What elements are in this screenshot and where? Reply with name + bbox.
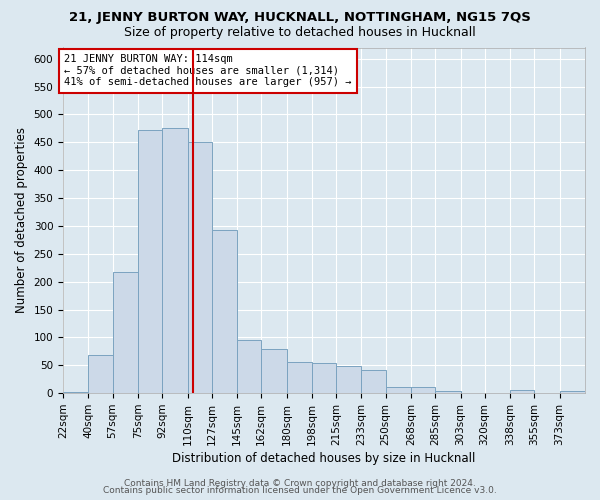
Bar bbox=[63, 392, 88, 393]
Bar bbox=[188, 142, 212, 393]
Bar bbox=[560, 391, 585, 393]
Bar bbox=[212, 230, 237, 393]
Bar bbox=[510, 390, 534, 393]
Bar bbox=[88, 356, 113, 393]
Bar bbox=[162, 128, 188, 393]
Bar bbox=[386, 387, 411, 393]
Text: 21, JENNY BURTON WAY, HUCKNALL, NOTTINGHAM, NG15 7QS: 21, JENNY BURTON WAY, HUCKNALL, NOTTINGH… bbox=[69, 12, 531, 24]
Text: 21 JENNY BURTON WAY: 114sqm
← 57% of detached houses are smaller (1,314)
41% of : 21 JENNY BURTON WAY: 114sqm ← 57% of det… bbox=[64, 54, 352, 88]
Bar bbox=[312, 362, 336, 393]
Bar bbox=[435, 391, 461, 393]
Text: Contains HM Land Registry data © Crown copyright and database right 2024.: Contains HM Land Registry data © Crown c… bbox=[124, 478, 476, 488]
Bar bbox=[361, 370, 386, 393]
Text: Size of property relative to detached houses in Hucknall: Size of property relative to detached ho… bbox=[124, 26, 476, 39]
Bar bbox=[287, 362, 312, 393]
X-axis label: Distribution of detached houses by size in Hucknall: Distribution of detached houses by size … bbox=[172, 452, 476, 465]
Bar bbox=[411, 387, 435, 393]
Bar bbox=[138, 130, 162, 393]
Bar bbox=[237, 340, 261, 393]
Bar bbox=[261, 348, 287, 393]
Text: Contains public sector information licensed under the Open Government Licence v3: Contains public sector information licen… bbox=[103, 486, 497, 495]
Bar bbox=[336, 366, 361, 393]
Y-axis label: Number of detached properties: Number of detached properties bbox=[15, 128, 28, 314]
Bar bbox=[113, 272, 138, 393]
